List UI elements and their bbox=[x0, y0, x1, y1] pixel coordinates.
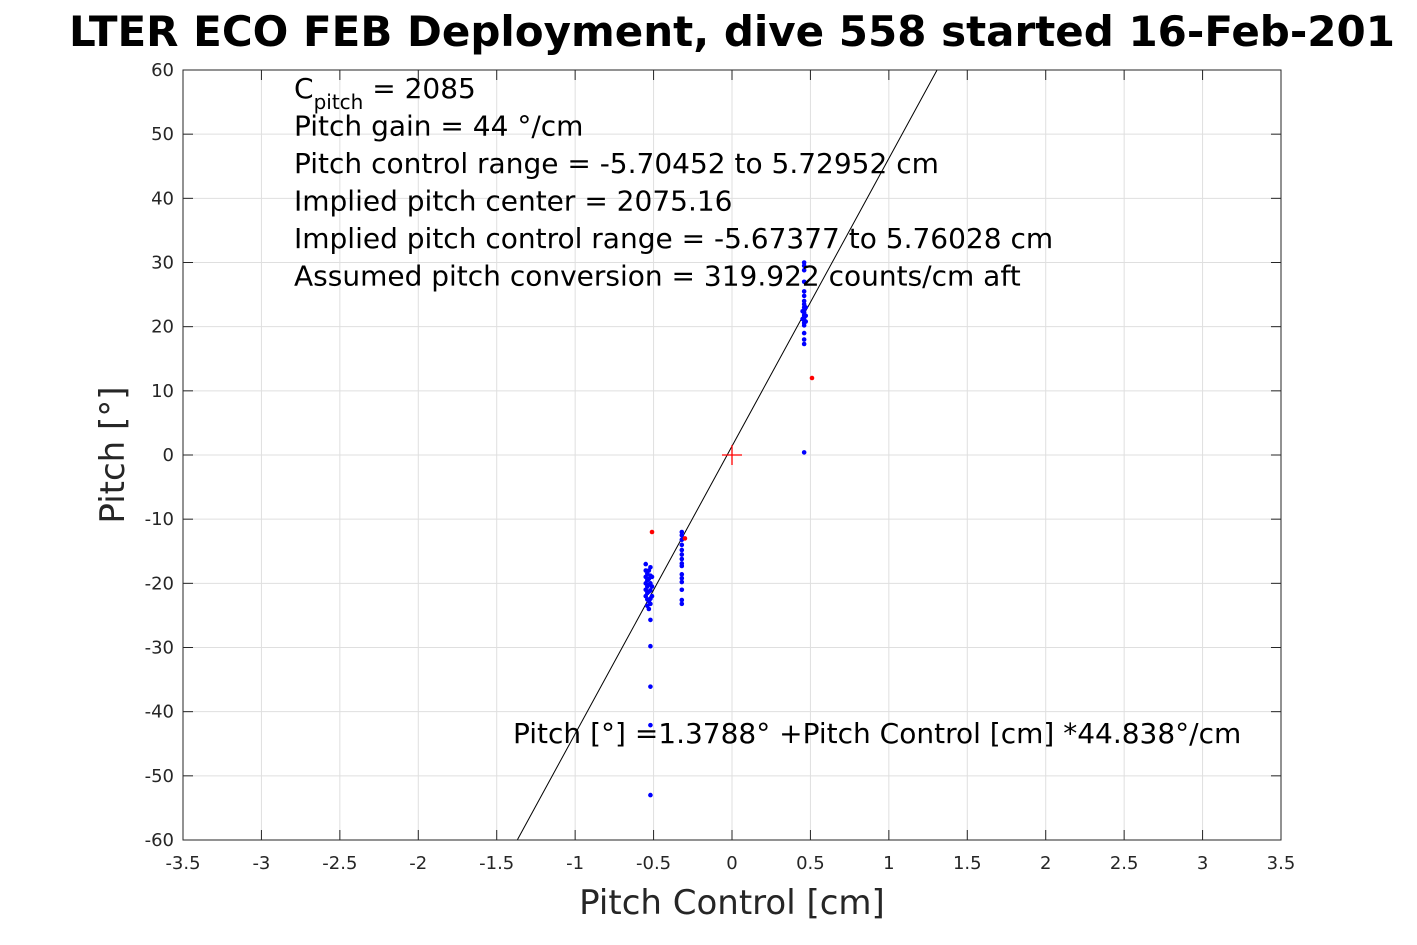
data-points bbox=[643, 260, 815, 798]
y-tick-label: 30 bbox=[151, 253, 174, 274]
data-point bbox=[801, 279, 807, 285]
data-point bbox=[649, 593, 655, 599]
chart-title: LTER ECO FEB Deployment, dive 558 starte… bbox=[69, 7, 1395, 56]
data-point bbox=[649, 584, 655, 589]
y-tick-label: 40 bbox=[151, 188, 174, 209]
x-tick-label: -2 bbox=[409, 853, 427, 874]
data-point bbox=[648, 601, 653, 607]
data-point bbox=[648, 643, 653, 649]
axis-tick-labels: -3.5 -3 -2.5 -2 -1.5 -1 -0.5 0 0.5 1 1.5 2 2.5 3 3.5 -6… bbox=[145, 60, 1296, 874]
y-tick-label: -60 bbox=[145, 830, 174, 851]
data-point bbox=[649, 574, 655, 580]
data-point bbox=[679, 563, 685, 569]
x-tick-label: 0 bbox=[726, 853, 737, 874]
data-point bbox=[648, 588, 653, 593]
data-point bbox=[801, 341, 807, 347]
data-point bbox=[801, 267, 807, 273]
annotation-line: Pitch gain = 44 °/cm bbox=[294, 110, 583, 143]
x-tick-label: 1 bbox=[883, 853, 894, 874]
data-point bbox=[679, 532, 685, 538]
annotation-line: Cpitch = 2085 bbox=[294, 72, 476, 114]
data-point bbox=[809, 375, 815, 381]
data-point bbox=[679, 575, 685, 581]
y-tick-label: 0 bbox=[163, 445, 174, 466]
data-point bbox=[679, 601, 685, 607]
data-point bbox=[679, 556, 685, 562]
x-tick-label: 3.5 bbox=[1267, 853, 1296, 874]
data-point bbox=[801, 330, 807, 336]
x-tick-label: 2.5 bbox=[1110, 853, 1139, 874]
x-tick-label: -3.5 bbox=[165, 853, 200, 874]
y-tick-label: -10 bbox=[145, 509, 174, 530]
data-point bbox=[800, 316, 805, 322]
y-tick-label: -50 bbox=[145, 766, 174, 787]
y-tick-label: -20 bbox=[145, 573, 174, 594]
data-point bbox=[801, 298, 807, 304]
annotation-line: Implied pitch control range = -5.67377 t… bbox=[294, 222, 1053, 255]
data-point bbox=[679, 572, 685, 577]
data-point bbox=[648, 617, 653, 623]
y-tick-label: 50 bbox=[151, 124, 174, 145]
data-point bbox=[801, 337, 807, 342]
data-point bbox=[800, 308, 805, 314]
x-tick-label: -0.5 bbox=[636, 853, 671, 874]
data-point bbox=[801, 263, 807, 269]
y-tick-label: 60 bbox=[151, 60, 174, 81]
y-tick-label: 10 bbox=[151, 381, 174, 402]
grid bbox=[182, 69, 1282, 841]
data-point bbox=[679, 579, 685, 585]
y-tick-label: 20 bbox=[151, 317, 174, 338]
data-point bbox=[679, 542, 685, 548]
data-point bbox=[679, 529, 685, 535]
data-point bbox=[801, 260, 807, 265]
data-point bbox=[649, 529, 655, 535]
annotation-line: Pitch control range = -5.70452 to 5.7295… bbox=[294, 147, 939, 180]
data-point bbox=[648, 564, 653, 570]
x-tick-label: -1.5 bbox=[479, 853, 514, 874]
data-point bbox=[801, 289, 807, 294]
annotation-line: Implied pitch center = 2075.16 bbox=[294, 185, 732, 218]
data-point bbox=[648, 722, 653, 728]
data-point bbox=[679, 552, 685, 557]
x-tick-label: 3 bbox=[1197, 853, 1208, 874]
fit-equation-label: Pitch [°] =1.3788° +Pitch Control [cm] *… bbox=[513, 717, 1241, 750]
data-point bbox=[679, 587, 685, 593]
data-point bbox=[679, 547, 685, 553]
annotation-line: Assumed pitch conversion = 319.922 count… bbox=[294, 260, 1021, 293]
data-point bbox=[648, 792, 653, 798]
data-point bbox=[801, 450, 807, 455]
x-tick-label: 1.5 bbox=[953, 853, 982, 874]
y-axis-label: Pitch [°] bbox=[93, 386, 133, 523]
data-point bbox=[643, 561, 649, 567]
x-tick-label: 2 bbox=[1040, 853, 1051, 874]
data-point bbox=[679, 597, 685, 603]
data-point bbox=[803, 319, 809, 324]
y-tick-label: -40 bbox=[145, 702, 174, 723]
x-tick-label: -1 bbox=[566, 853, 584, 874]
data-point bbox=[801, 323, 807, 328]
x-tick-label: 0.5 bbox=[796, 853, 825, 874]
y-tick-label: -30 bbox=[145, 638, 174, 659]
x-tick-label: -2.5 bbox=[322, 853, 357, 874]
data-point bbox=[803, 305, 809, 310]
center-marker bbox=[722, 445, 742, 465]
data-point bbox=[682, 536, 688, 541]
data-point bbox=[803, 313, 809, 319]
data-point bbox=[648, 684, 653, 689]
axis-ticks bbox=[182, 69, 1282, 841]
x-axis-label: Pitch Control [cm] bbox=[579, 883, 885, 923]
data-point bbox=[646, 606, 652, 612]
data-point bbox=[801, 293, 807, 299]
x-tick-label: -3 bbox=[252, 853, 270, 874]
